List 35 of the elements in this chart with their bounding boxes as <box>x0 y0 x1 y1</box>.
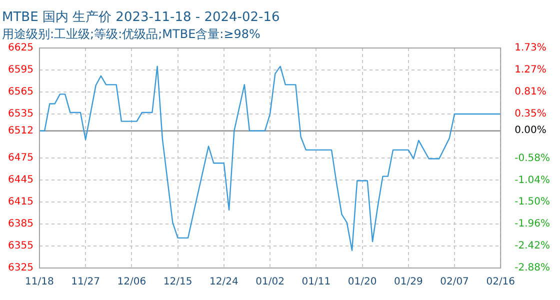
y2-tick-label: -0.58% <box>514 152 550 164</box>
x-tick-label: 02/16 <box>486 276 516 288</box>
x-tick-label: 12/15 <box>163 276 192 288</box>
y-tick-label: 6595 <box>8 64 34 76</box>
y2-tick-label: 0.81% <box>514 86 546 98</box>
x-tick-label: 11/18 <box>25 276 54 288</box>
y2-tick-label: 0.35% <box>514 108 546 120</box>
y-tick-label: 6512 <box>8 125 34 136</box>
y2-tick-label: -2.42% <box>514 240 550 252</box>
x-tick-label: 01/20 <box>348 276 377 288</box>
x-tick-label: 01/02 <box>256 276 284 288</box>
y-tick-label: 6415 <box>8 196 34 208</box>
x-tick-label: 02/07 <box>440 276 469 288</box>
y-tick-label: 6565 <box>8 86 34 98</box>
y2-tick-label: 0.00% <box>514 125 546 136</box>
y2-tick-label: -1.96% <box>514 218 550 230</box>
y-tick-label: 6445 <box>8 174 34 186</box>
x-tick-label: 12/24 <box>210 276 238 288</box>
x-tick-label: 01/11 <box>302 276 331 288</box>
y2-tick-label: 1.73% <box>514 42 546 54</box>
y-tick-label: 6535 <box>8 108 34 120</box>
y2-tick-label: 1.27% <box>514 64 546 76</box>
y-tick-label: 6325 <box>8 262 34 274</box>
x-tick-label: 12/06 <box>117 276 146 288</box>
x-tick-label: 11/27 <box>71 276 100 288</box>
chart-subtitle: 用途级别:工业级;等级:优级品;MTBE含量:≥98% <box>2 26 260 41</box>
chart-title: MTBE 国内 生产价 2023-11-18 - 2024-02-16 <box>2 10 280 26</box>
y-tick-label: 6385 <box>8 218 34 230</box>
y2-tick-label: -1.50% <box>514 196 550 208</box>
y-tick-label: 6625 <box>8 42 34 54</box>
y2-tick-label: -2.88% <box>514 262 550 274</box>
x-tick-label: 01/29 <box>394 276 423 288</box>
y-tick-label: 6355 <box>8 240 34 252</box>
y-tick-label: 6475 <box>8 152 34 164</box>
y2-tick-label: -1.04% <box>514 174 550 186</box>
